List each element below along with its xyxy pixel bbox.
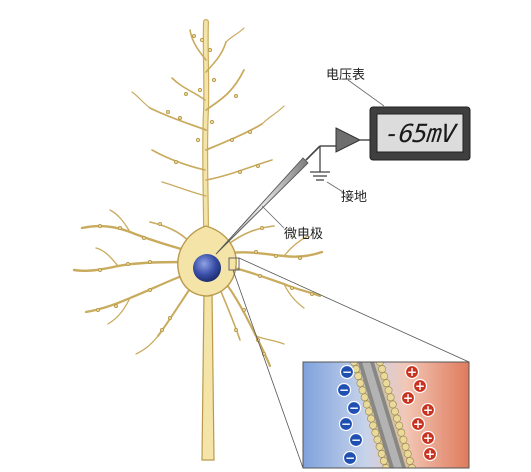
voltmeter-label: 电压表 [326,64,365,83]
positive-ion: + [424,447,437,461]
negative-ion: − [344,451,357,465]
positive-ion: + [402,391,415,405]
svg-text:+: + [425,447,435,461]
lipid-head [385,387,392,394]
lipid-head [389,401,396,408]
lipid-head [363,401,370,408]
positive-ion: + [406,365,419,379]
positive-ion: + [422,431,435,445]
lipid-head [391,408,398,415]
lipid-head [378,450,385,457]
lipid-head [387,394,394,401]
positive-ion: + [422,403,435,417]
lipid-head [396,422,403,429]
lipid-head [398,429,405,436]
voltmeter-reading: -65mV [375,114,465,152]
lipid-head [365,408,372,415]
svg-text:−: − [339,383,349,397]
negative-ion: − [338,383,351,397]
svg-text:−: − [351,433,361,447]
svg-text:−: − [341,417,351,431]
negative-ion: − [348,401,361,415]
lipid-head [374,436,381,443]
svg-text:+: + [403,391,413,405]
svg-text:−: − [342,365,352,379]
lipid-head [357,380,364,387]
microelectrode-label: 微电极 [284,223,323,242]
negative-ion: − [341,365,354,379]
svg-text:+: + [423,403,433,417]
svg-text:+: + [407,365,417,379]
positive-ion: + [414,379,427,393]
lipid-head [383,380,390,387]
cell-body [178,226,236,296]
svg-text:+: + [413,417,423,431]
amplifier [336,128,372,152]
lipid-head [406,457,413,464]
lipid-head [361,394,368,401]
negative-ion: − [350,433,363,447]
axon [202,290,214,460]
nucleus [193,254,221,282]
lipid-head [400,436,407,443]
positive-ion: + [412,417,425,431]
svg-text:−: − [349,401,359,415]
label-leaders [262,80,384,228]
lipid-head [355,373,362,380]
lipid-head [370,422,377,429]
svg-text:+: + [415,379,425,393]
dendrites [74,22,322,366]
lipid-head [380,457,387,464]
lipid-head [367,415,374,422]
svg-text:+: + [423,431,433,445]
svg-text:−: − [345,451,355,465]
membrane-inset: −−−−−− +++++++ [303,358,469,471]
lipid-head [379,365,386,372]
lipid-head [359,387,366,394]
lipid-head [376,443,383,450]
ground-label: 接地 [341,186,367,205]
lipid-head [402,443,409,450]
negative-ion: − [340,417,353,431]
lipid-head [393,415,400,422]
lipid-head [381,373,388,380]
lipid-head [404,450,411,457]
ground-symbol [310,146,330,180]
lipid-head [372,429,379,436]
